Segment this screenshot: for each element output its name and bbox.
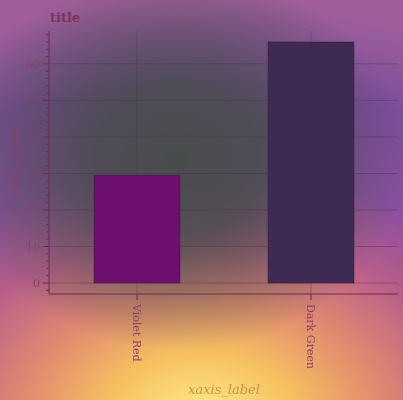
x-axis: Violet Red Dark Green [130, 294, 317, 369]
x-tick-label: Violet Red [130, 303, 143, 362]
y-tick-label: 0 [33, 277, 40, 290]
y-tick-label: 10 [26, 241, 40, 254]
y-tick-label: 40 [26, 131, 40, 144]
x-axis-label: xaxis_label [188, 383, 260, 398]
x-tick-label: Dark Green [304, 304, 317, 369]
y-tick-label: 60 [26, 58, 40, 71]
y-tick-label: 20 [26, 204, 40, 217]
bars [93, 41, 355, 284]
y-axis: 0 10 20 30 40 50 60 [26, 34, 49, 291]
y-tick-label: 30 [26, 167, 40, 180]
bar-violet-red [93, 174, 181, 284]
bar-dark-green [267, 41, 355, 284]
y-tick-label: 50 [26, 94, 40, 107]
y-axis-label: yaxis_label [8, 126, 23, 199]
chart-title: title [50, 11, 80, 26]
